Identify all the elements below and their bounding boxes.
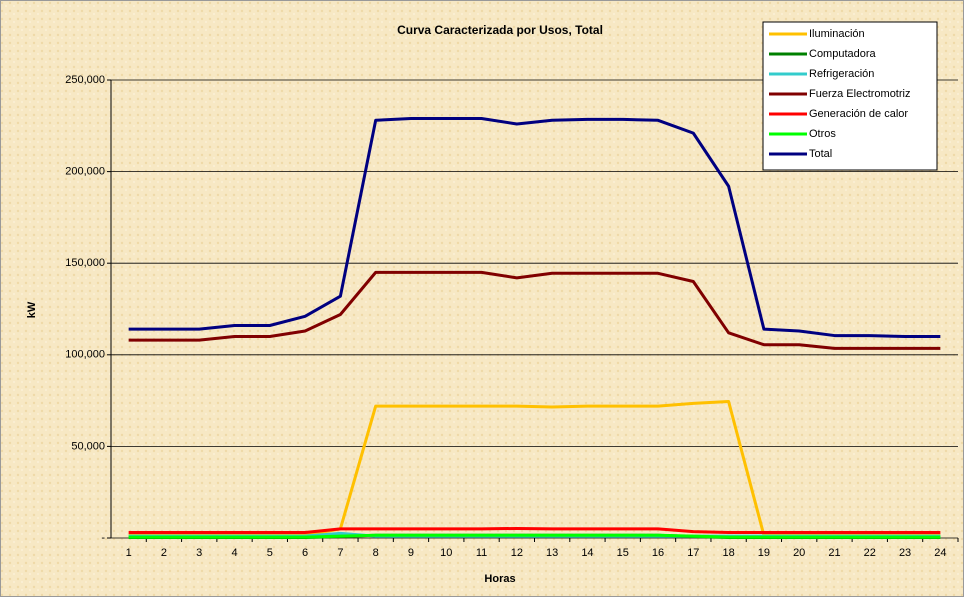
x-tick-label: 18 [722,547,734,559]
x-tick-label: 14 [581,547,593,559]
legend-label: Iluminación [809,28,865,40]
x-axis-label: Horas [484,573,515,585]
legend-label: Total [809,148,832,160]
x-tick-label: 9 [408,547,414,559]
series-line [128,526,941,535]
legend-label: Fuerza Electromotriz [809,88,910,100]
legend-label: Refrigeración [809,68,874,80]
series-line [128,270,941,350]
x-tick-label: 15 [617,547,629,559]
y-tick-label: 50,000 [71,440,105,452]
x-tick-label: 21 [828,547,840,559]
series-line [128,533,941,539]
x-tick-label: 8 [373,547,379,559]
y-tick-label: - [101,532,105,544]
x-tick-label: 1 [126,547,132,559]
x-tick-label: 24 [934,547,946,559]
x-tick-label: 11 [476,547,487,559]
legend-label: Computadora [809,48,877,60]
x-tick-label: 12 [511,547,523,559]
legend-label: Otros [809,128,836,140]
x-tick-label: 6 [302,547,308,559]
x-tick-label: 5 [267,547,273,559]
x-tick-label: 2 [161,547,167,559]
y-tick-label: 150,000 [65,257,105,269]
legend-box [762,21,938,171]
x-tick-label: 22 [864,547,876,559]
x-tick-label: 3 [196,547,202,559]
legend-label: Generación de calor [809,108,908,120]
x-tick-label: 19 [758,547,770,559]
x-tick-label: 10 [440,547,452,559]
y-tick-label: 100,000 [65,349,105,361]
chart-title: Curva Caracterizada por Usos, Total [397,23,603,37]
x-tick-label: 20 [793,547,805,559]
x-tick-label: 13 [546,547,558,559]
x-tick-label: 23 [899,547,911,559]
y-tick-label: 200,000 [65,166,105,178]
y-tick-label: 250,000 [65,74,105,86]
x-tick-label: 16 [652,547,664,559]
x-tick-label: 7 [337,547,343,559]
x-tick-label: 4 [231,547,237,559]
series-line [128,116,941,338]
x-tick-label: 17 [687,547,699,559]
y-axis-label: kW [26,301,38,318]
